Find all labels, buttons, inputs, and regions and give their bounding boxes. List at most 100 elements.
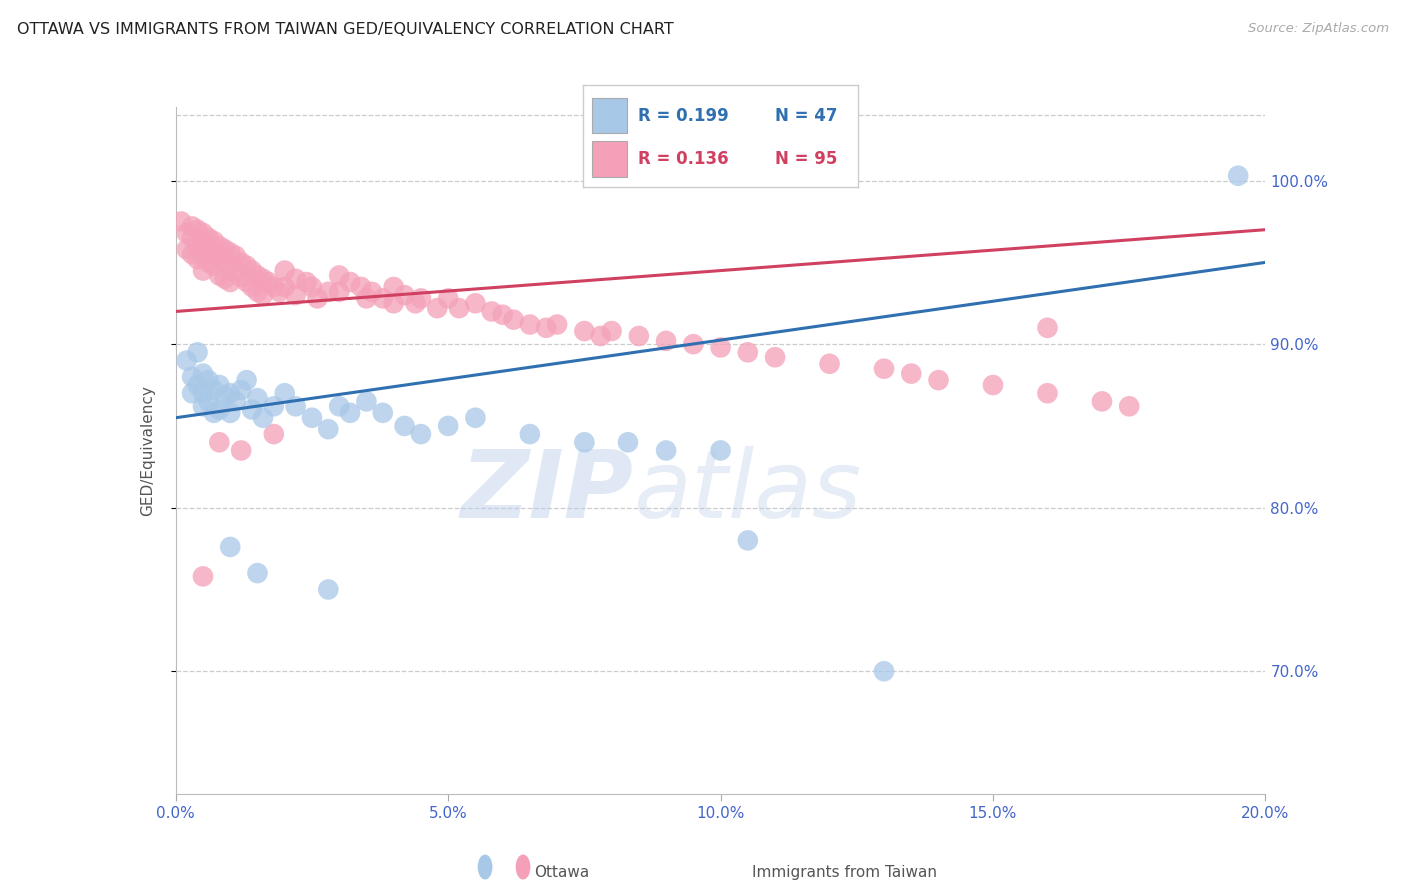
Point	[197, 231, 219, 245]
Point	[318, 422, 340, 436]
Point	[502, 312, 524, 326]
Point	[263, 427, 285, 442]
Point	[301, 410, 323, 425]
Point	[202, 234, 225, 248]
Text: R = 0.136: R = 0.136	[638, 150, 728, 168]
Point	[318, 285, 340, 299]
Point	[202, 259, 225, 273]
Text: N = 95: N = 95	[776, 150, 838, 168]
Point	[219, 245, 242, 260]
Point	[737, 345, 759, 359]
Point	[269, 285, 291, 299]
Point	[371, 291, 394, 305]
Text: OTTAWA VS IMMIGRANTS FROM TAIWAN GED/EQUIVALENCY CORRELATION CHART: OTTAWA VS IMMIGRANTS FROM TAIWAN GED/EQU…	[17, 22, 673, 37]
Point	[246, 566, 269, 580]
Point	[208, 268, 231, 283]
Point	[208, 239, 231, 253]
Point	[252, 410, 274, 425]
Point	[176, 226, 198, 240]
Point	[191, 400, 214, 414]
Point	[219, 540, 242, 554]
Point	[1036, 386, 1059, 401]
Point	[181, 219, 204, 234]
Point	[186, 378, 209, 392]
Point	[263, 280, 285, 294]
Point	[627, 329, 650, 343]
Point	[197, 255, 219, 269]
Point	[318, 582, 340, 597]
Point	[274, 386, 297, 401]
Text: Ottawa: Ottawa	[534, 865, 589, 880]
Point	[197, 242, 219, 256]
Point	[437, 291, 460, 305]
Point	[214, 255, 236, 269]
Point	[519, 427, 541, 442]
Point	[231, 255, 253, 269]
Point	[339, 406, 361, 420]
Point	[464, 296, 486, 310]
Point	[186, 239, 209, 253]
Point	[225, 249, 247, 263]
Point	[202, 406, 225, 420]
Point	[257, 275, 280, 289]
Point	[437, 419, 460, 434]
Point	[191, 569, 214, 583]
Point	[447, 301, 470, 315]
Point	[231, 383, 253, 397]
Point	[295, 275, 318, 289]
Point	[1091, 394, 1114, 409]
Point	[873, 664, 896, 679]
Point	[574, 324, 596, 338]
Point	[181, 386, 204, 401]
Point	[284, 288, 307, 302]
Point	[197, 373, 219, 387]
Point	[208, 402, 231, 417]
Point	[710, 443, 733, 458]
Point	[481, 304, 503, 318]
Point	[409, 291, 432, 305]
Point	[394, 288, 416, 302]
Point	[235, 259, 257, 273]
Point	[534, 320, 557, 334]
Point	[181, 231, 204, 245]
Point	[519, 318, 541, 332]
Point	[246, 285, 269, 299]
Point	[284, 400, 307, 414]
Point	[928, 373, 950, 387]
Point	[900, 367, 922, 381]
Point	[382, 296, 405, 310]
Point	[252, 288, 274, 302]
Point	[208, 378, 231, 392]
Point	[246, 391, 269, 405]
Point	[191, 367, 214, 381]
Point	[1227, 169, 1250, 183]
Point	[246, 268, 269, 283]
Point	[219, 259, 242, 273]
Point	[492, 308, 515, 322]
Point	[186, 252, 209, 266]
Point	[231, 443, 253, 458]
Point	[202, 245, 225, 260]
Y-axis label: GED/Equivalency: GED/Equivalency	[141, 385, 155, 516]
Point	[339, 275, 361, 289]
Point	[600, 324, 623, 338]
Point	[263, 400, 285, 414]
Point	[191, 386, 214, 401]
Text: ZIP: ZIP	[461, 446, 633, 538]
Point	[219, 275, 242, 289]
Text: R = 0.199: R = 0.199	[638, 106, 730, 125]
Point	[181, 369, 204, 384]
Bar	[592, 97, 627, 134]
Point	[240, 280, 263, 294]
Point	[191, 263, 214, 277]
Point	[546, 318, 568, 332]
Point	[181, 247, 204, 261]
Point	[873, 361, 896, 376]
Text: atlas: atlas	[633, 446, 862, 537]
Point	[328, 400, 350, 414]
Point	[405, 296, 427, 310]
Point	[464, 410, 486, 425]
Point	[981, 378, 1004, 392]
Point	[1118, 400, 1140, 414]
Point	[197, 394, 219, 409]
